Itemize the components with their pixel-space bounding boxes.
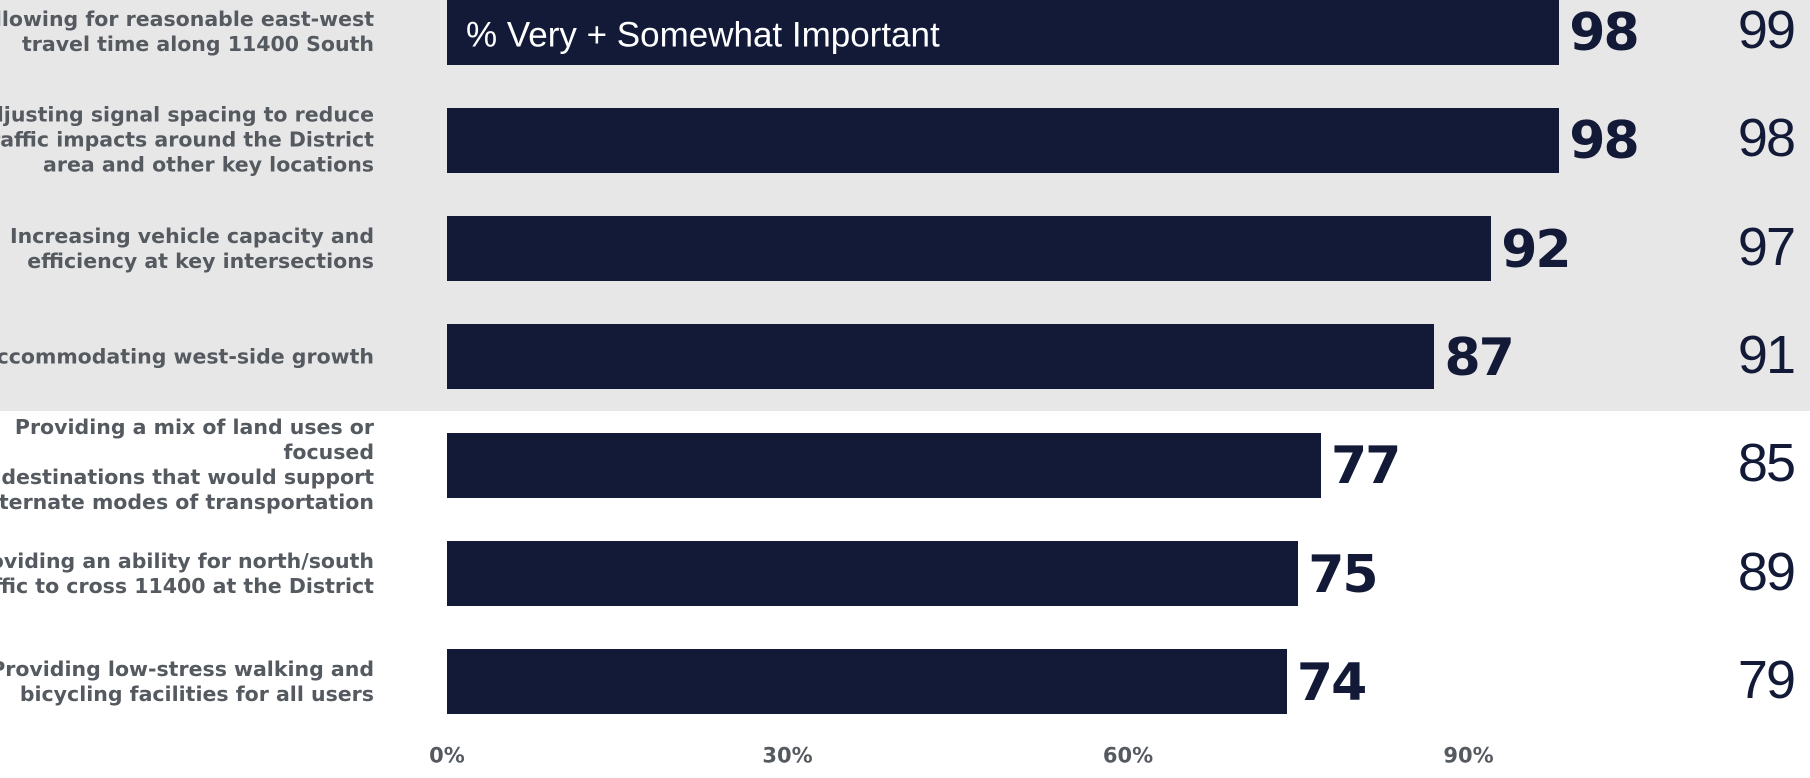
x-tick-label: 90% [1443, 743, 1494, 768]
bar [447, 324, 1435, 390]
comparison-value: 79 [1737, 649, 1796, 710]
x-tick-label: 30% [762, 743, 813, 768]
comparison-value: 85 [1737, 433, 1796, 494]
bar-value-label: 77 [1330, 436, 1401, 497]
category-label: Accommodating west-side growth [0, 344, 374, 369]
x-tick-label: 0% [429, 743, 465, 768]
category-label: Adjusting signal spacing to reduce traff… [0, 102, 374, 177]
x-tick-label: 60% [1102, 743, 1154, 768]
comparison-value: 97 [1737, 216, 1796, 277]
bar-value-label: 92 [1501, 219, 1571, 280]
bar [447, 107, 1560, 173]
bar [447, 432, 1321, 498]
bar [447, 0, 1560, 65]
category-label: Providing an ability for north/south tra… [0, 548, 374, 598]
bar-value-label: 98 [1569, 3, 1639, 63]
legend-label: % Very + Somewhat Important [466, 15, 940, 55]
category-label: Providing a mix of land uses or focused … [0, 415, 374, 515]
category-label: Providing low-stress walking and bicycli… [0, 656, 374, 706]
bar-value-label: 74 [1296, 652, 1367, 713]
comparison-value: 91 [1737, 324, 1796, 385]
bar [447, 216, 1492, 282]
comparison-value: 89 [1737, 541, 1796, 602]
bar-value-label: 98 [1569, 111, 1639, 172]
bar [447, 541, 1299, 606]
category-label: Increasing vehicle capacity and efficien… [9, 223, 374, 273]
comparison-value: 98 [1737, 108, 1796, 169]
bar [447, 649, 1287, 715]
comparison-value: 99 [1737, 0, 1796, 60]
category-label: Allowing for reasonable east-west travel… [0, 7, 374, 56]
bar-value-label: 75 [1308, 544, 1378, 605]
bar-value-label: 87 [1444, 327, 1514, 388]
